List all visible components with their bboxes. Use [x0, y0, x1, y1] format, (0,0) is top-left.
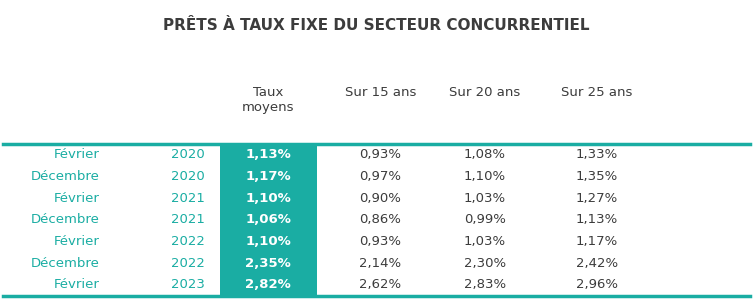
Text: 0,93%: 0,93% — [359, 235, 401, 248]
Text: 1,13%: 1,13% — [576, 213, 618, 226]
Text: Février: Février — [54, 148, 100, 161]
Text: 2,35%: 2,35% — [245, 257, 291, 270]
Text: 1,10%: 1,10% — [464, 170, 506, 183]
Text: 0,93%: 0,93% — [359, 148, 401, 161]
Text: 2,42%: 2,42% — [576, 257, 618, 270]
Text: Taux
moyens: Taux moyens — [242, 86, 294, 114]
Text: 1,17%: 1,17% — [576, 235, 618, 248]
Text: PRÊTS À TAUX FIXE DU SECTEUR CONCURRENTIEL: PRÊTS À TAUX FIXE DU SECTEUR CONCURRENTI… — [163, 18, 590, 33]
Text: Sur 25 ans: Sur 25 ans — [561, 86, 633, 99]
Text: 0,99%: 0,99% — [464, 213, 506, 226]
Text: 2021: 2021 — [171, 213, 205, 226]
Text: 0,86%: 0,86% — [359, 213, 401, 226]
Text: 1,33%: 1,33% — [576, 148, 618, 161]
Text: 2,62%: 2,62% — [359, 278, 401, 291]
Text: 2023: 2023 — [171, 278, 205, 291]
Text: 1,27%: 1,27% — [576, 192, 618, 205]
Text: Sur 15 ans: Sur 15 ans — [345, 86, 416, 99]
Text: 0,90%: 0,90% — [359, 192, 401, 205]
Text: 1,17%: 1,17% — [245, 170, 291, 183]
Text: 2021: 2021 — [171, 192, 205, 205]
Text: Février: Février — [54, 192, 100, 205]
FancyBboxPatch shape — [220, 144, 317, 296]
Text: Février: Février — [54, 278, 100, 291]
Text: 2,83%: 2,83% — [464, 278, 506, 291]
Text: Février: Février — [54, 235, 100, 248]
Text: 1,13%: 1,13% — [245, 148, 291, 161]
Text: 2022: 2022 — [171, 235, 205, 248]
Text: 0,97%: 0,97% — [359, 170, 401, 183]
Text: 2022: 2022 — [171, 257, 205, 270]
Text: 1,35%: 1,35% — [576, 170, 618, 183]
Text: 2,30%: 2,30% — [464, 257, 506, 270]
Text: 1,06%: 1,06% — [245, 213, 291, 226]
Text: 1,08%: 1,08% — [464, 148, 506, 161]
Text: 2020: 2020 — [171, 170, 205, 183]
Text: Décembre: Décembre — [31, 170, 100, 183]
Text: 2020: 2020 — [171, 148, 205, 161]
Text: 2,96%: 2,96% — [576, 278, 618, 291]
Text: 2,14%: 2,14% — [359, 257, 401, 270]
Text: 2,82%: 2,82% — [245, 278, 291, 291]
Text: 1,10%: 1,10% — [245, 235, 291, 248]
Text: Décembre: Décembre — [31, 257, 100, 270]
Text: 1,03%: 1,03% — [464, 192, 506, 205]
Text: 1,10%: 1,10% — [245, 192, 291, 205]
Text: Décembre: Décembre — [31, 213, 100, 226]
Text: 1,03%: 1,03% — [464, 235, 506, 248]
Text: Sur 20 ans: Sur 20 ans — [450, 86, 520, 99]
